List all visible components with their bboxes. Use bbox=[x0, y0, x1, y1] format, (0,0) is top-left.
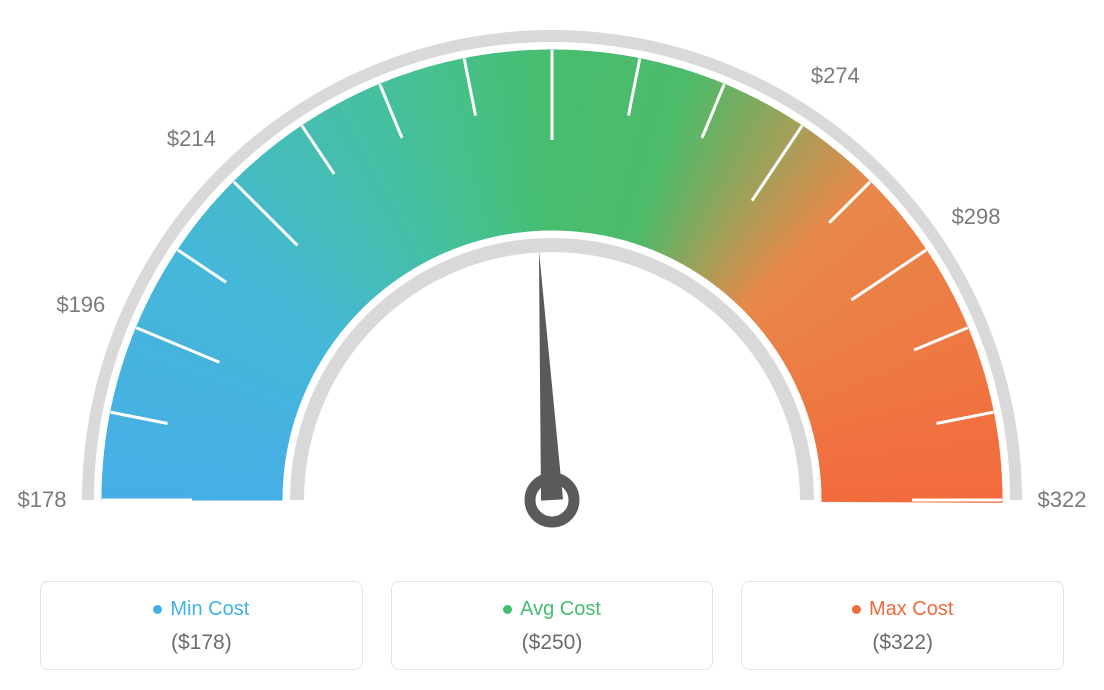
legend-value-avg: ($250) bbox=[402, 631, 703, 655]
legend-title-min: Min Cost bbox=[153, 598, 249, 621]
dot-avg bbox=[503, 605, 512, 614]
dot-min bbox=[153, 605, 162, 614]
legend-label-avg: Avg Cost bbox=[520, 598, 601, 621]
gauge-tick-label: $214 bbox=[167, 126, 216, 152]
legend-value-max: ($322) bbox=[752, 631, 1053, 655]
legend-title-avg: Avg Cost bbox=[503, 598, 601, 621]
legend-card-min: Min Cost ($178) bbox=[40, 581, 363, 670]
legend-label-min: Min Cost bbox=[170, 598, 249, 621]
gauge-area: $178 $196 $214 $250 $274 $298 $322 bbox=[0, 0, 1104, 560]
gauge-tick-label: $178 bbox=[18, 487, 67, 513]
legend-value-min: ($178) bbox=[51, 631, 352, 655]
legend-card-avg: Avg Cost ($250) bbox=[391, 581, 714, 670]
chart-container: $178 $196 $214 $250 $274 $298 $322 Min Cost ($… bbox=[0, 0, 1104, 690]
gauge-tick-label: $322 bbox=[1038, 487, 1087, 513]
legend-row: Min Cost ($178) Avg Cost ($250) Max Cost… bbox=[40, 581, 1064, 670]
gauge-svg bbox=[0, 0, 1104, 560]
gauge-tick-label: $196 bbox=[56, 292, 105, 318]
gauge-tick-label: $274 bbox=[811, 63, 860, 89]
dot-max bbox=[852, 605, 861, 614]
legend-card-max: Max Cost ($322) bbox=[741, 581, 1064, 670]
gauge-tick-label: $298 bbox=[952, 204, 1001, 230]
legend-label-max: Max Cost bbox=[869, 598, 953, 621]
gauge-tick-label: $250 bbox=[528, 0, 577, 3]
legend-title-max: Max Cost bbox=[852, 598, 953, 621]
